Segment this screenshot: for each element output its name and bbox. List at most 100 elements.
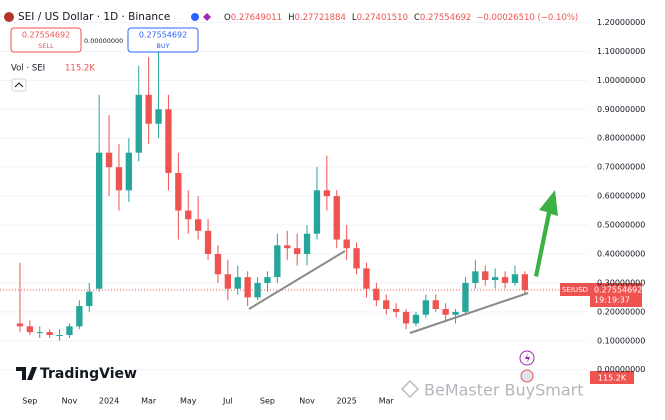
- x-tick-label: 2025: [336, 397, 356, 406]
- candle-body: [422, 300, 430, 315]
- symbol-tag-box: [560, 283, 590, 297]
- candle-body: [115, 167, 123, 191]
- y-tick-label: 0.30000000: [597, 278, 645, 287]
- candle-body: [482, 271, 489, 281]
- candle-body: [264, 277, 271, 283]
- candle-body: [224, 274, 232, 289]
- candle-body: [383, 300, 390, 309]
- candle-body: [303, 233, 311, 254]
- candle-body: [333, 196, 340, 240]
- x-tick-label: Mar: [141, 397, 157, 406]
- quote-value: 0.27649011: [231, 13, 282, 23]
- collapse-button[interactable]: [11, 78, 27, 92]
- volume-value: 115.2K: [65, 64, 95, 74]
- alert-bolt: [525, 353, 530, 363]
- y-tick-label: 0.20000000: [597, 307, 645, 316]
- candle-body: [46, 332, 53, 336]
- sell-button[interactable]: [10, 27, 82, 53]
- x-tick-label: Sep: [22, 397, 37, 406]
- candle-body: [36, 332, 43, 334]
- candle-body: [284, 245, 291, 249]
- x-tick-label: Mar: [379, 397, 395, 406]
- candle-body: [86, 291, 93, 307]
- candle-body: [472, 271, 479, 283]
- candle-body: [234, 277, 241, 289]
- candle-body: [95, 152, 103, 289]
- candle-body: [165, 109, 172, 173]
- ohlc-legend: O0.27649011 H0.27721884 L0.27401510 C0.2755…: [224, 13, 578, 23]
- candle-body: [175, 172, 182, 211]
- candle-body: [491, 277, 499, 281]
- candle-body: [26, 326, 34, 333]
- candle-body: [66, 326, 73, 336]
- symbol-icon: [4, 12, 14, 22]
- candle-body: [214, 253, 222, 275]
- candle-body: [194, 219, 202, 231]
- candle-body: [373, 288, 380, 301]
- countdown: 19:19:37: [594, 296, 630, 305]
- candle-body: [323, 190, 331, 197]
- candle-body: [16, 323, 24, 327]
- candle-body: [135, 94, 142, 153]
- x-tick-label: May: [180, 397, 197, 406]
- y-tick-label: 0.70000000: [597, 163, 645, 172]
- y-tick-label: 0.80000000: [597, 134, 645, 143]
- quote-key: L: [352, 13, 357, 23]
- candle-body: [392, 308, 400, 312]
- buy-label: BUY: [156, 42, 169, 50]
- y-tick-label: 0.50000000: [597, 221, 645, 230]
- candle-body: [145, 94, 152, 124]
- flag-icon[interactable]: [520, 369, 534, 383]
- quote-value: 0.27401510: [357, 13, 408, 23]
- candle-body: [185, 210, 192, 220]
- quote-value: 0.27721884: [294, 13, 345, 23]
- candle-body: [274, 245, 281, 278]
- buy-price: 0.27554692: [139, 31, 187, 40]
- x-tick-label: Nov: [299, 397, 315, 406]
- x-tick-label: Nov: [62, 397, 78, 406]
- candle-body: [313, 190, 321, 234]
- sell-price: 0.27554692: [22, 31, 70, 40]
- candle-body: [254, 282, 261, 298]
- candle-body: [353, 248, 360, 269]
- y-tick-label: 1.20000000: [597, 18, 645, 27]
- volume-label: Vol · SEI: [11, 64, 45, 74]
- candle-body: [363, 268, 370, 289]
- candle-body: [501, 277, 509, 283]
- quote-key: H: [288, 13, 294, 23]
- candle-body: [511, 274, 519, 283]
- candle-body: [432, 300, 439, 309]
- y-tick-label: 0.00000000: [597, 365, 645, 374]
- price-tag: 0.27554692: [594, 286, 642, 295]
- spread: 0.00000000: [84, 37, 123, 45]
- indicator-icon: [203, 13, 211, 21]
- volume-badge-box: [590, 371, 634, 384]
- trend-line: [248, 250, 346, 310]
- candle-body: [244, 277, 251, 298]
- buy-button[interactable]: [127, 27, 199, 53]
- candles: [0, 45, 588, 341]
- quote-key: C: [414, 13, 420, 23]
- candle-body: [155, 109, 162, 124]
- price-tag-box: [590, 283, 642, 308]
- candle-body: [105, 152, 113, 168]
- up-arrow: [534, 190, 558, 277]
- candle-body: [76, 306, 83, 327]
- x-tick-label: Jul: [222, 397, 233, 406]
- candle-body: [56, 335, 63, 337]
- status-dot: [191, 13, 199, 21]
- chart-title: SEI / US Dollar · 1D · Binance: [18, 11, 170, 23]
- candle-body: [442, 308, 449, 315]
- candle-body: [452, 311, 459, 315]
- candle-body: [293, 248, 301, 254]
- watermark: BeMaster BuySmart: [424, 381, 584, 400]
- sell-label: SELL: [38, 42, 54, 50]
- candle-body: [125, 152, 133, 191]
- y-tick-label: 0.40000000: [597, 249, 645, 258]
- y-tick-label: 0.90000000: [597, 105, 645, 114]
- x-tick-label: 2024: [99, 397, 119, 406]
- logo: TradingView: [40, 366, 137, 382]
- candle-body: [412, 314, 420, 324]
